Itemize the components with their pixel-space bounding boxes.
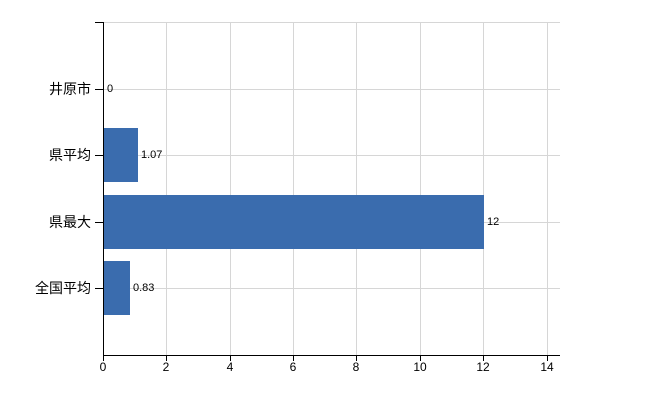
x-gridline [420,22,421,355]
y-axis-tick [95,222,103,223]
bar [104,261,130,315]
y-axis-tick [95,288,103,289]
x-axis-tick [547,355,548,361]
category-gridline [103,155,560,156]
x-gridline [356,22,357,355]
x-axis-tick [293,355,294,361]
category-label: 県平均 [49,147,91,164]
x-tick-label: 8 [352,360,360,374]
x-gridline [547,22,548,355]
x-tick-label: 10 [413,360,427,374]
y-axis-tick [95,89,103,90]
category-label: 県最大 [49,213,91,230]
value-label: 0.83 [133,282,155,295]
x-tick-label: 2 [162,360,170,374]
x-tick-label: 12 [476,360,490,374]
y-axis-top-tick [95,22,103,23]
category-gridline [103,288,560,289]
x-gridline [166,22,167,355]
bar [104,195,484,249]
bar [104,128,138,182]
x-gridline [230,22,231,355]
x-axis [103,355,560,356]
x-tick-label: 14 [540,360,554,374]
y-axis-tick [95,155,103,156]
x-axis-tick [483,355,484,361]
plot-top-gridline [103,22,560,23]
x-axis-tick [356,355,357,361]
x-gridline [483,22,484,355]
value-label: 0 [107,82,114,95]
x-axis-tick [420,355,421,361]
category-label: 全国平均 [35,280,91,297]
value-label: 12 [487,215,500,228]
y-axis [103,22,104,356]
x-axis-tick [166,355,167,361]
x-tick-label: 4 [226,360,234,374]
x-axis-tick [230,355,231,361]
x-gridline [293,22,294,355]
x-axis-tick [103,355,104,361]
x-tick-label: 0 [99,360,107,374]
value-label: 1.07 [141,149,163,162]
category-gridline [103,89,560,90]
x-tick-label: 6 [289,360,297,374]
category-label: 井原市 [49,80,91,97]
